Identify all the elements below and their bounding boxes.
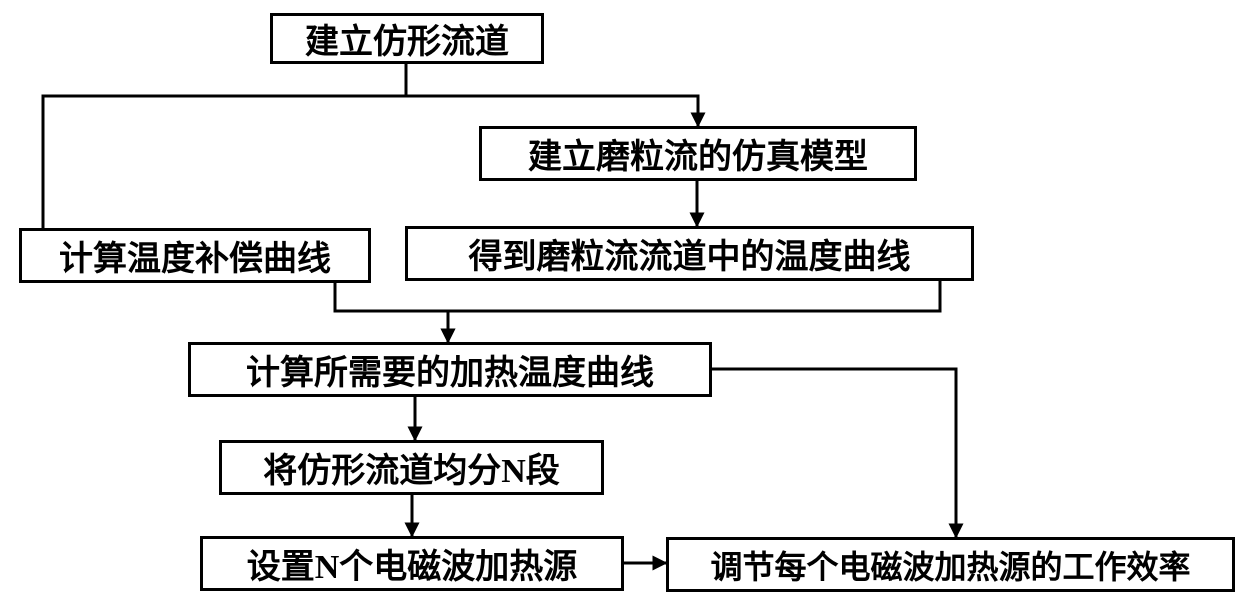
edge-n1-n2	[406, 64, 698, 126]
edge-n5-n8	[712, 369, 956, 537]
edge-n1-n3	[43, 64, 406, 236]
node-n4: 得到磨粒流流道中的温度曲线	[405, 226, 974, 281]
node-n6: 将仿形流道均分N段	[219, 440, 604, 495]
node-n8: 调节每个电磁波加热源的工作效率	[666, 537, 1235, 592]
flowchart-edges	[0, 0, 1240, 609]
edge-n4-n5	[448, 281, 940, 342]
node-n3: 计算温度补偿曲线	[19, 228, 371, 283]
node-n2: 建立磨粒流的仿真模型	[479, 126, 917, 181]
node-n5: 计算所需要的加热温度曲线	[188, 342, 712, 397]
edge-n3-n5	[335, 283, 448, 342]
node-n7: 设置N个电磁波加热源	[200, 536, 624, 591]
node-n1: 建立仿形流道	[270, 13, 544, 64]
